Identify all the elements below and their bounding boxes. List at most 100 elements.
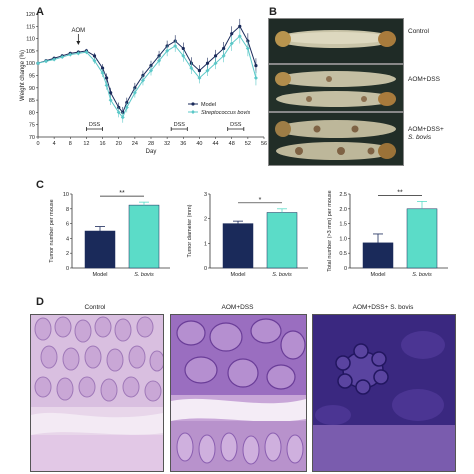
x-tick-label: 32 — [164, 141, 170, 147]
y-tick-label: 0 — [344, 266, 347, 272]
bar — [266, 212, 298, 269]
colon-label-control: Control — [408, 28, 429, 35]
y-tick-label: 0.5 — [339, 251, 347, 257]
data-point — [92, 58, 97, 63]
data-point — [109, 91, 113, 95]
y-axis-label: Total number (>3 mm) per mouse — [327, 190, 333, 271]
significance-marker: ** — [397, 189, 403, 196]
x-tick-label: 16 — [100, 141, 106, 147]
y-tick-label: 2 — [66, 251, 69, 257]
data-point — [157, 58, 162, 63]
data-point — [222, 46, 226, 51]
data-point — [221, 53, 226, 58]
data-point — [197, 68, 202, 73]
legend-label: Streptococcus bovis — [201, 110, 250, 116]
x-tick-label: 44 — [213, 141, 219, 147]
data-point — [181, 46, 185, 51]
data-point — [44, 59, 49, 64]
series-s-bovis — [36, 28, 258, 123]
y-tick-label: 0 — [66, 266, 69, 272]
data-point — [245, 46, 250, 51]
data-point — [84, 50, 89, 55]
y-tick-label: 2 — [204, 217, 207, 223]
x-tick-label: 4 — [53, 141, 56, 147]
x-tick-label: 28 — [148, 141, 154, 147]
legend-swatch-marker — [191, 110, 195, 114]
data-point — [105, 76, 109, 80]
colon-photo-control — [268, 18, 404, 64]
y-tick-label: 75 — [29, 123, 35, 129]
data-point — [100, 66, 105, 70]
bar — [128, 204, 160, 269]
x-tick-label: 52 — [245, 141, 251, 147]
aom-arrow-head — [76, 41, 81, 45]
x-tick-label: Model — [371, 272, 386, 278]
y-axis-label: Tumor diameter (mm) — [187, 204, 193, 257]
data-point — [108, 98, 113, 103]
data-point — [68, 52, 73, 57]
x-tick-label: 20 — [116, 141, 122, 147]
data-point — [205, 61, 210, 65]
significance-marker: * — [259, 197, 262, 204]
series-line — [37, 25, 257, 114]
y-tick-label: 110 — [26, 37, 35, 43]
data-point — [254, 64, 258, 68]
y-tick-label: 1 — [204, 241, 207, 247]
y-tick-label: 95 — [29, 74, 35, 80]
data-point — [100, 71, 105, 76]
x-tick-label: 24 — [132, 141, 138, 147]
x-tick-label: S. bovis — [272, 272, 292, 278]
y-tick-label: 1.0 — [339, 236, 347, 242]
data-point — [124, 105, 129, 110]
y-tick-label: 100 — [26, 61, 35, 67]
data-point — [104, 83, 109, 88]
data-point — [237, 34, 242, 39]
dss-label: DSS — [89, 122, 101, 128]
colon-photo-aom-dss-s-bovis — [268, 112, 404, 166]
histology-image-aom-dss-s-bovis — [312, 314, 456, 472]
y-tick-label: 115 — [26, 24, 35, 30]
data-point — [213, 61, 218, 66]
x-tick-label: Model — [93, 272, 108, 278]
y-tick-label: 85 — [29, 98, 35, 104]
y-tick-label: 1.5 — [339, 222, 347, 228]
legend-label: Model — [201, 102, 216, 108]
data-point — [181, 53, 186, 58]
y-tick-label: 80 — [29, 110, 35, 116]
y-tick-label: 2.5 — [339, 192, 347, 198]
data-point — [120, 115, 125, 120]
y-axis-label: Weight change (%) — [20, 50, 26, 101]
data-point — [189, 66, 194, 71]
data-point — [92, 54, 97, 58]
panel-letter-a: A — [36, 6, 44, 18]
colon-photo-aom-dss — [268, 64, 404, 112]
data-point — [205, 68, 210, 73]
histology-label-aom-dss-s-bovis: AOM+DSS+ S. bovis — [352, 304, 414, 311]
data-point — [140, 78, 145, 83]
y-tick-label: 0 — [204, 266, 207, 272]
y-axis-label: Tumor number per mouse — [49, 199, 55, 262]
x-tick-label: 8 — [69, 141, 72, 147]
large-tumor-bar-chart: 0 0.5 1.0 1.5 2.0 2.5 Total number (>3 mm) per… — [327, 189, 448, 278]
dss-label: DSS — [230, 122, 242, 128]
data-point — [213, 54, 218, 58]
data-point — [116, 110, 121, 115]
y-tick-label: 90 — [29, 86, 35, 92]
bar — [84, 230, 116, 269]
data-point — [60, 55, 65, 60]
y-tick-label: 4 — [66, 236, 69, 242]
tumor-number-bar-chart: 0 2 4 6 8 10 Tumor number per mouse Model S. bov… — [49, 190, 170, 278]
data-point — [36, 61, 40, 66]
x-tick-label: S. bovis — [412, 272, 432, 278]
significance-marker: ** — [119, 190, 125, 197]
x-tick-label: 0 — [36, 141, 39, 147]
y-tick-label: 6 — [66, 222, 69, 228]
y-tick-label: 2.0 — [339, 207, 347, 213]
data-point — [238, 24, 242, 28]
aom-label: AOM — [72, 28, 86, 34]
tumor-diameter-bar-chart: 0 1 2 3 Tumor diameter (mm) Model S. bovis * — [187, 192, 308, 278]
y-tick-label: 120 — [26, 12, 35, 18]
x-tick-label: 56 — [261, 141, 267, 147]
bar — [222, 223, 254, 269]
